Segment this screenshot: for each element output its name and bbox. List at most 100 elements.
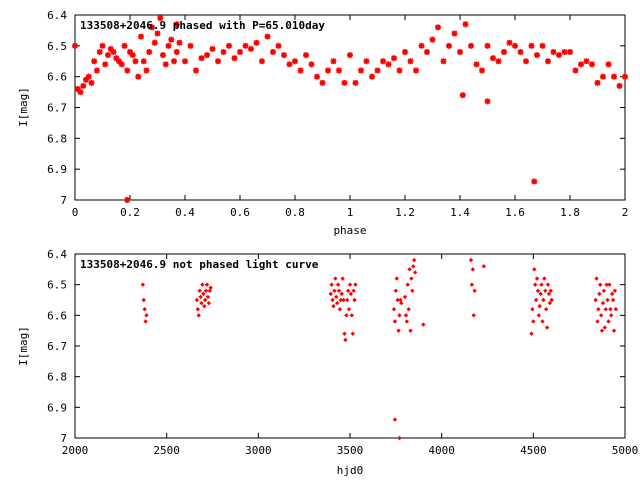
data-point <box>421 322 426 327</box>
data-point <box>435 24 441 31</box>
data-point <box>530 307 535 312</box>
data-point <box>113 55 120 62</box>
raw-light-curve-plot: 2000 2500 3000 3500 4000 4500 5000 6.4 6.5 6.6 6.7… <box>17 248 638 477</box>
data-point <box>330 297 335 303</box>
data-point <box>129 52 136 59</box>
data-point <box>484 98 491 105</box>
data-point <box>550 49 557 55</box>
data-point <box>149 24 155 31</box>
x-tick-label: 0 <box>72 206 79 219</box>
data-point <box>157 15 164 22</box>
data-point <box>328 291 333 297</box>
data-point <box>546 291 552 297</box>
y-tick-label: 6.9 <box>47 401 67 414</box>
data-point <box>325 67 331 74</box>
data-point <box>80 82 87 89</box>
data-point <box>424 49 430 55</box>
data-point <box>340 276 345 281</box>
data-point <box>352 79 359 86</box>
data-point <box>270 49 276 55</box>
data-point <box>349 313 355 318</box>
y-tick-label: 6.7 <box>47 340 67 353</box>
data-point <box>83 76 89 83</box>
data-point <box>512 42 518 49</box>
data-point <box>303 52 309 59</box>
data-point <box>171 58 177 65</box>
data-point <box>248 45 254 52</box>
data-point <box>135 73 142 80</box>
data-point <box>203 288 209 293</box>
data-point <box>589 61 595 68</box>
data-point <box>231 55 238 62</box>
data-point <box>358 67 364 74</box>
data-point <box>200 282 205 287</box>
data-point <box>124 67 131 74</box>
data-point <box>567 49 573 55</box>
data-point <box>132 58 139 65</box>
x-tick-label: 1.4 <box>450 206 470 219</box>
data-point <box>407 267 412 272</box>
data-point <box>341 297 346 303</box>
data-point <box>343 337 348 343</box>
x-tick-label: 1.6 <box>505 206 525 219</box>
data-point <box>351 288 356 293</box>
y-tick-label: 7 <box>60 432 67 445</box>
data-point <box>369 73 375 80</box>
y-axis-label: I[mag] <box>17 87 30 127</box>
data-point <box>531 319 536 324</box>
data-point <box>344 313 349 318</box>
data-point <box>468 42 474 49</box>
data-point <box>308 61 315 68</box>
data-point <box>413 67 419 74</box>
x-tick-label: 0.6 <box>230 206 250 219</box>
data-point <box>337 307 343 312</box>
data-point <box>352 297 357 303</box>
data-point <box>259 58 265 65</box>
data-point <box>345 288 351 293</box>
data-point <box>333 276 338 281</box>
data-point <box>545 58 551 65</box>
data-point <box>121 42 128 49</box>
data-point <box>146 49 153 55</box>
data-point <box>540 319 545 324</box>
data-point <box>605 61 612 68</box>
data-point <box>173 21 180 28</box>
data-point <box>118 61 125 68</box>
data-point <box>154 30 161 37</box>
data-point <box>534 52 540 59</box>
data-point <box>470 267 476 272</box>
y-axis-label: I[mag] <box>17 326 30 366</box>
data-point <box>411 264 416 269</box>
data-point <box>237 49 243 55</box>
data-point <box>440 58 447 65</box>
data-point <box>353 282 358 287</box>
data-point <box>556 52 562 59</box>
y-tick-label: 6.5 <box>47 40 67 53</box>
data-point <box>140 58 147 65</box>
data-point <box>275 42 282 49</box>
data-point <box>495 58 502 65</box>
data-point <box>297 67 304 74</box>
data-point <box>396 67 403 74</box>
data-point <box>547 300 553 306</box>
y-tick-label: 6.8 <box>47 132 67 145</box>
x-tick-label: 2500 <box>153 444 180 457</box>
x-tick-label: 4500 <box>520 444 547 457</box>
data-point <box>605 297 610 303</box>
data-point <box>534 276 540 281</box>
data-points <box>140 257 619 441</box>
data-point <box>342 331 347 336</box>
data-point <box>226 42 232 49</box>
data-point <box>334 294 339 300</box>
data-point <box>143 67 150 74</box>
data-point <box>199 300 204 306</box>
data-point <box>77 89 84 96</box>
tick-labels: 2000 2500 3000 3500 4000 4500 5000 6.4 6.5 6.6 6.7… <box>47 248 638 457</box>
data-point <box>198 55 205 62</box>
data-point <box>143 319 148 324</box>
data-point <box>604 282 609 287</box>
data-point <box>535 288 541 293</box>
data-point <box>397 435 402 441</box>
x-tick-label: 0.2 <box>120 206 140 219</box>
